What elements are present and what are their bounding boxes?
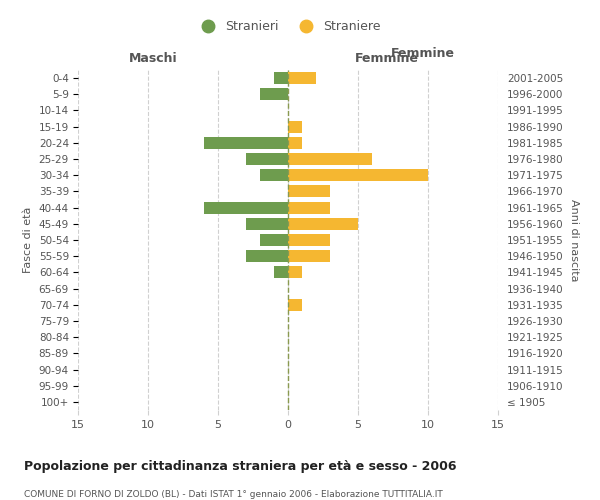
- Bar: [288, 137, 302, 149]
- Bar: [288, 72, 316, 84]
- Y-axis label: Anni di nascita: Anni di nascita: [569, 198, 580, 281]
- Bar: [260, 169, 288, 181]
- Legend: Stranieri, Straniere: Stranieri, Straniere: [190, 15, 386, 38]
- Text: Femmine: Femmine: [391, 47, 454, 60]
- Bar: [274, 72, 288, 84]
- Bar: [246, 250, 288, 262]
- Bar: [204, 202, 288, 213]
- Bar: [246, 153, 288, 165]
- Text: Popolazione per cittadinanza straniera per età e sesso - 2006: Popolazione per cittadinanza straniera p…: [24, 460, 457, 473]
- Bar: [204, 137, 288, 149]
- Text: Femmine: Femmine: [355, 52, 419, 65]
- Text: Maschi: Maschi: [128, 52, 178, 65]
- Bar: [288, 266, 302, 278]
- Bar: [288, 250, 330, 262]
- Bar: [260, 88, 288, 101]
- Y-axis label: Fasce di età: Fasce di età: [23, 207, 33, 273]
- Bar: [288, 202, 330, 213]
- Bar: [288, 120, 302, 132]
- Bar: [288, 218, 358, 230]
- Bar: [288, 169, 428, 181]
- Bar: [274, 266, 288, 278]
- Bar: [288, 153, 372, 165]
- Bar: [288, 186, 330, 198]
- Bar: [260, 234, 288, 246]
- Text: COMUNE DI FORNO DI ZOLDO (BL) - Dati ISTAT 1° gennaio 2006 - Elaborazione TUTTIT: COMUNE DI FORNO DI ZOLDO (BL) - Dati IST…: [24, 490, 443, 499]
- Bar: [288, 298, 302, 311]
- Bar: [246, 218, 288, 230]
- Bar: [288, 234, 330, 246]
